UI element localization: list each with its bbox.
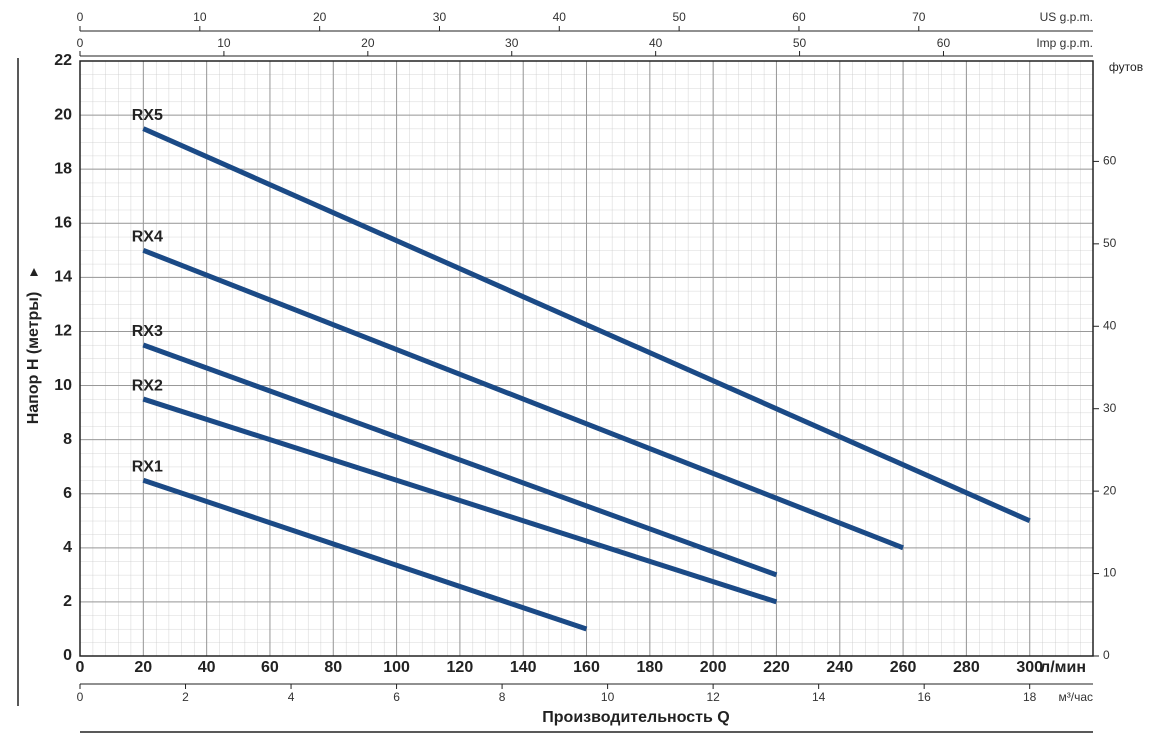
secondary-tick-label: 6 xyxy=(393,690,400,704)
secondary-tick-label: 60 xyxy=(792,10,806,24)
series-line xyxy=(142,126,1031,524)
secondary-axis-label: Imp g.p.m. xyxy=(1036,36,1093,50)
y2-tick-label: 30 xyxy=(1103,401,1117,415)
x-tick-label: 120 xyxy=(447,659,474,676)
y2-tick-label: 40 xyxy=(1103,318,1117,332)
y-tick-label: 2 xyxy=(63,593,72,610)
secondary-tick-label: 8 xyxy=(499,690,506,704)
y-tick-label: 10 xyxy=(54,377,72,394)
x-tick-label: 20 xyxy=(134,659,152,676)
secondary-tick-label: 70 xyxy=(912,10,926,24)
y2-tick-label: 10 xyxy=(1103,566,1117,580)
series-label: RX4 xyxy=(132,229,163,246)
x-tick-label: 100 xyxy=(383,659,410,676)
secondary-tick-label: 20 xyxy=(361,36,375,50)
secondary-tick-label: 40 xyxy=(553,10,567,24)
x-tick-label: 140 xyxy=(510,659,537,676)
x-tick-label: 200 xyxy=(700,659,727,676)
secondary-tick-label: 2 xyxy=(182,690,189,704)
y-tick-label: 12 xyxy=(54,323,72,340)
secondary-tick-label: 4 xyxy=(288,690,295,704)
x-tick-label: 280 xyxy=(953,659,980,676)
secondary-tick-label: 50 xyxy=(793,36,807,50)
x-tick-label: 40 xyxy=(198,659,216,676)
y-tick-label: 14 xyxy=(54,269,72,286)
secondary-tick-label: 0 xyxy=(77,10,84,24)
secondary-tick-label: 30 xyxy=(505,36,519,50)
secondary-axis-label: US g.p.m. xyxy=(1040,10,1093,24)
y-tick-label: 16 xyxy=(54,214,72,231)
secondary-tick-label: 50 xyxy=(672,10,686,24)
secondary-tick-label: 0 xyxy=(77,36,84,50)
x-tick-label: 180 xyxy=(636,659,663,676)
x-tick-label: 0 xyxy=(76,659,85,676)
y-tick-label: 22 xyxy=(54,52,72,69)
secondary-tick-label: 30 xyxy=(433,10,447,24)
secondary-tick-label: 40 xyxy=(649,36,663,50)
y-tick-label: 18 xyxy=(54,160,72,177)
secondary-tick-label: 12 xyxy=(706,690,720,704)
secondary-tick-label: 60 xyxy=(937,36,951,50)
secondary-tick-label: 16 xyxy=(917,690,931,704)
secondary-tick-label: 0 xyxy=(77,690,84,704)
y-tick-label: 8 xyxy=(63,431,72,448)
secondary-tick-label: 10 xyxy=(217,36,231,50)
series-line xyxy=(142,342,778,578)
x-tick-label: 300 xyxy=(1016,659,1043,676)
y2-tick-label: 0 xyxy=(1103,648,1110,662)
secondary-tick-label: 10 xyxy=(193,10,207,24)
x-tick-label: 240 xyxy=(826,659,853,676)
secondary-axis-label: м³/час xyxy=(1058,690,1093,704)
secondary-tick-label: 10 xyxy=(601,690,615,704)
series-label: RX5 xyxy=(132,107,163,124)
y2-tick-label: 60 xyxy=(1103,154,1117,168)
x-tick-label: 220 xyxy=(763,659,790,676)
y2-unit-label: футов xyxy=(1109,60,1143,74)
series-line xyxy=(142,396,778,605)
x-tick-label: 80 xyxy=(324,659,342,676)
series-label: RX3 xyxy=(132,323,163,340)
series-line xyxy=(142,477,588,632)
x-axis-title: Производительность Q xyxy=(542,709,729,726)
series-line xyxy=(142,247,904,551)
y-tick-label: 0 xyxy=(63,647,72,664)
y2-tick-label: 20 xyxy=(1103,483,1117,497)
secondary-tick-label: 18 xyxy=(1023,690,1037,704)
x-tick-label: 160 xyxy=(573,659,600,676)
secondary-tick-label: 20 xyxy=(313,10,327,24)
y-tick-label: 6 xyxy=(63,485,72,502)
series-label: RX1 xyxy=(132,458,163,475)
y-tick-label: 20 xyxy=(54,106,72,123)
y-axis-title: Напор H (метры) xyxy=(25,292,42,425)
y-tick-label: 4 xyxy=(63,539,72,556)
x-tick-label: 60 xyxy=(261,659,279,676)
secondary-tick-label: 14 xyxy=(812,690,826,704)
series-label: RX2 xyxy=(132,377,163,394)
plot-frame xyxy=(79,60,1094,657)
y-arrow xyxy=(30,268,38,276)
x-tick-label: 260 xyxy=(890,659,917,676)
x-unit-label: л/мин xyxy=(1040,659,1086,676)
y2-tick-label: 50 xyxy=(1103,236,1117,250)
